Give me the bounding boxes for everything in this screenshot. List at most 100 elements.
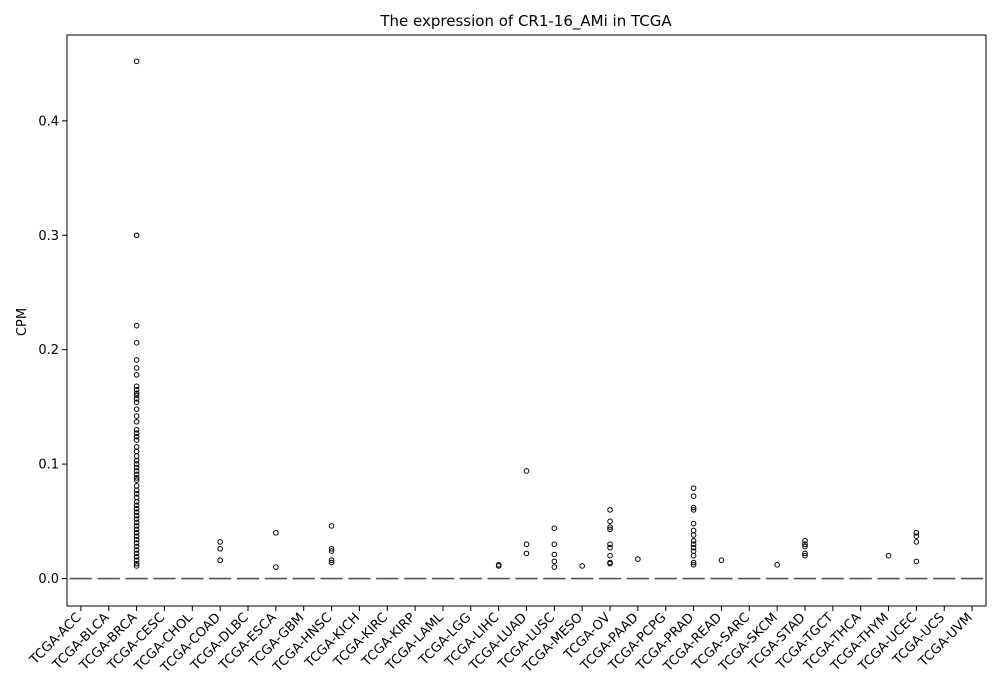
outlier-point [133, 529, 140, 536]
outlier-point [217, 557, 223, 564]
y-axis-label: CPM [15, 308, 30, 336]
outlier-point [690, 559, 697, 566]
outlier-point [133, 526, 140, 533]
y-tick-label: 0.3 [38, 229, 59, 244]
outlier-point [523, 541, 530, 548]
outlier-point [273, 529, 279, 536]
plot-area: 0.00.10.20.30.4TCGA-ACCTCGA-BLCATCGA-BRC… [27, 58, 984, 677]
outlier-point [133, 536, 140, 543]
outlier-point [133, 453, 140, 459]
outlier-point [133, 563, 140, 569]
outlier-point [551, 558, 558, 565]
outlier-point [690, 507, 697, 513]
outlier-point [690, 541, 697, 548]
outlier-point [133, 357, 140, 363]
outlier-point [133, 430, 140, 437]
outlier-point [523, 550, 530, 557]
outlier-point [133, 509, 140, 515]
outlier-point [133, 464, 140, 471]
outlier-point [133, 232, 140, 239]
y-tick-label: 0.2 [38, 343, 59, 358]
outlier-point [607, 552, 613, 559]
outlier-point [133, 437, 140, 443]
outlier-point [635, 556, 641, 562]
outlier-point [913, 558, 920, 565]
outlier-point [551, 525, 558, 531]
outlier-point [495, 563, 502, 569]
outlier-point [133, 483, 140, 489]
outlier-point [133, 413, 140, 419]
outlier-point [328, 559, 335, 566]
chart-title: The expression of CR1-16_AMi in TCGA [379, 12, 672, 31]
outlier-point [885, 552, 892, 559]
outlier-point [133, 58, 140, 65]
outlier-point [328, 523, 335, 529]
outlier-point [328, 548, 335, 554]
outlier-point [718, 557, 725, 564]
y-tick-label: 0.0 [38, 572, 59, 587]
y-tick-label: 0.1 [38, 458, 59, 473]
outlier-point [523, 468, 530, 474]
outlier-point [690, 552, 697, 559]
outlier-point [690, 520, 697, 527]
outlier-point [913, 529, 920, 536]
outlier-point [802, 552, 808, 559]
outlier-point [802, 543, 808, 550]
outlier-point [690, 493, 697, 499]
outlier-point [607, 507, 613, 513]
outlier-point [133, 560, 140, 567]
outlier-point [133, 457, 140, 464]
outlier-point [913, 539, 920, 545]
outlier-point [133, 444, 140, 450]
outlier-point [133, 516, 140, 522]
outlier-point [690, 504, 697, 511]
outlier-point [802, 550, 808, 557]
outlier-point [133, 505, 140, 512]
outlier-point [607, 541, 613, 548]
outlier-point [133, 340, 140, 346]
outlier-point [328, 545, 335, 552]
outlier-point [273, 564, 279, 570]
outlier-point [607, 518, 613, 525]
outlier-point [607, 526, 613, 533]
y-tick-label: 0.4 [38, 114, 59, 129]
outlier-point [802, 541, 808, 548]
outlier-point [133, 502, 140, 509]
outlier-point [133, 553, 140, 560]
outlier-point [133, 475, 140, 481]
outlier-point [607, 524, 613, 530]
outlier-point [133, 418, 140, 425]
outlier-point [133, 533, 140, 539]
outlier-point [690, 562, 697, 568]
outlier-point [133, 322, 140, 329]
outlier-point [133, 543, 140, 550]
outlier-point [133, 383, 140, 390]
outlier-point [133, 433, 140, 440]
outlier-point [551, 564, 558, 570]
outlier-point [607, 560, 613, 567]
outlier-point [328, 557, 335, 564]
outlier-point [133, 557, 140, 564]
outlier-point [133, 477, 140, 483]
outlier-point [690, 532, 697, 538]
outlier-point [133, 491, 140, 497]
outlier-point [133, 365, 140, 371]
outlier-point [133, 396, 140, 402]
outlier-point [133, 519, 140, 526]
outlier-point [133, 372, 140, 378]
outlier-point [579, 563, 585, 569]
outlier-point [774, 562, 780, 568]
outlier-point [690, 544, 697, 551]
outlier-point [133, 390, 140, 396]
outlier-point [133, 487, 140, 494]
outlier-point [217, 539, 223, 545]
plot-frame [66, 34, 987, 607]
outlier-point [133, 512, 140, 519]
outlier-point [133, 406, 140, 412]
outlier-point [690, 537, 697, 544]
outlier-point [690, 485, 697, 491]
outlier-point [133, 461, 140, 467]
outlier-point [690, 527, 697, 534]
